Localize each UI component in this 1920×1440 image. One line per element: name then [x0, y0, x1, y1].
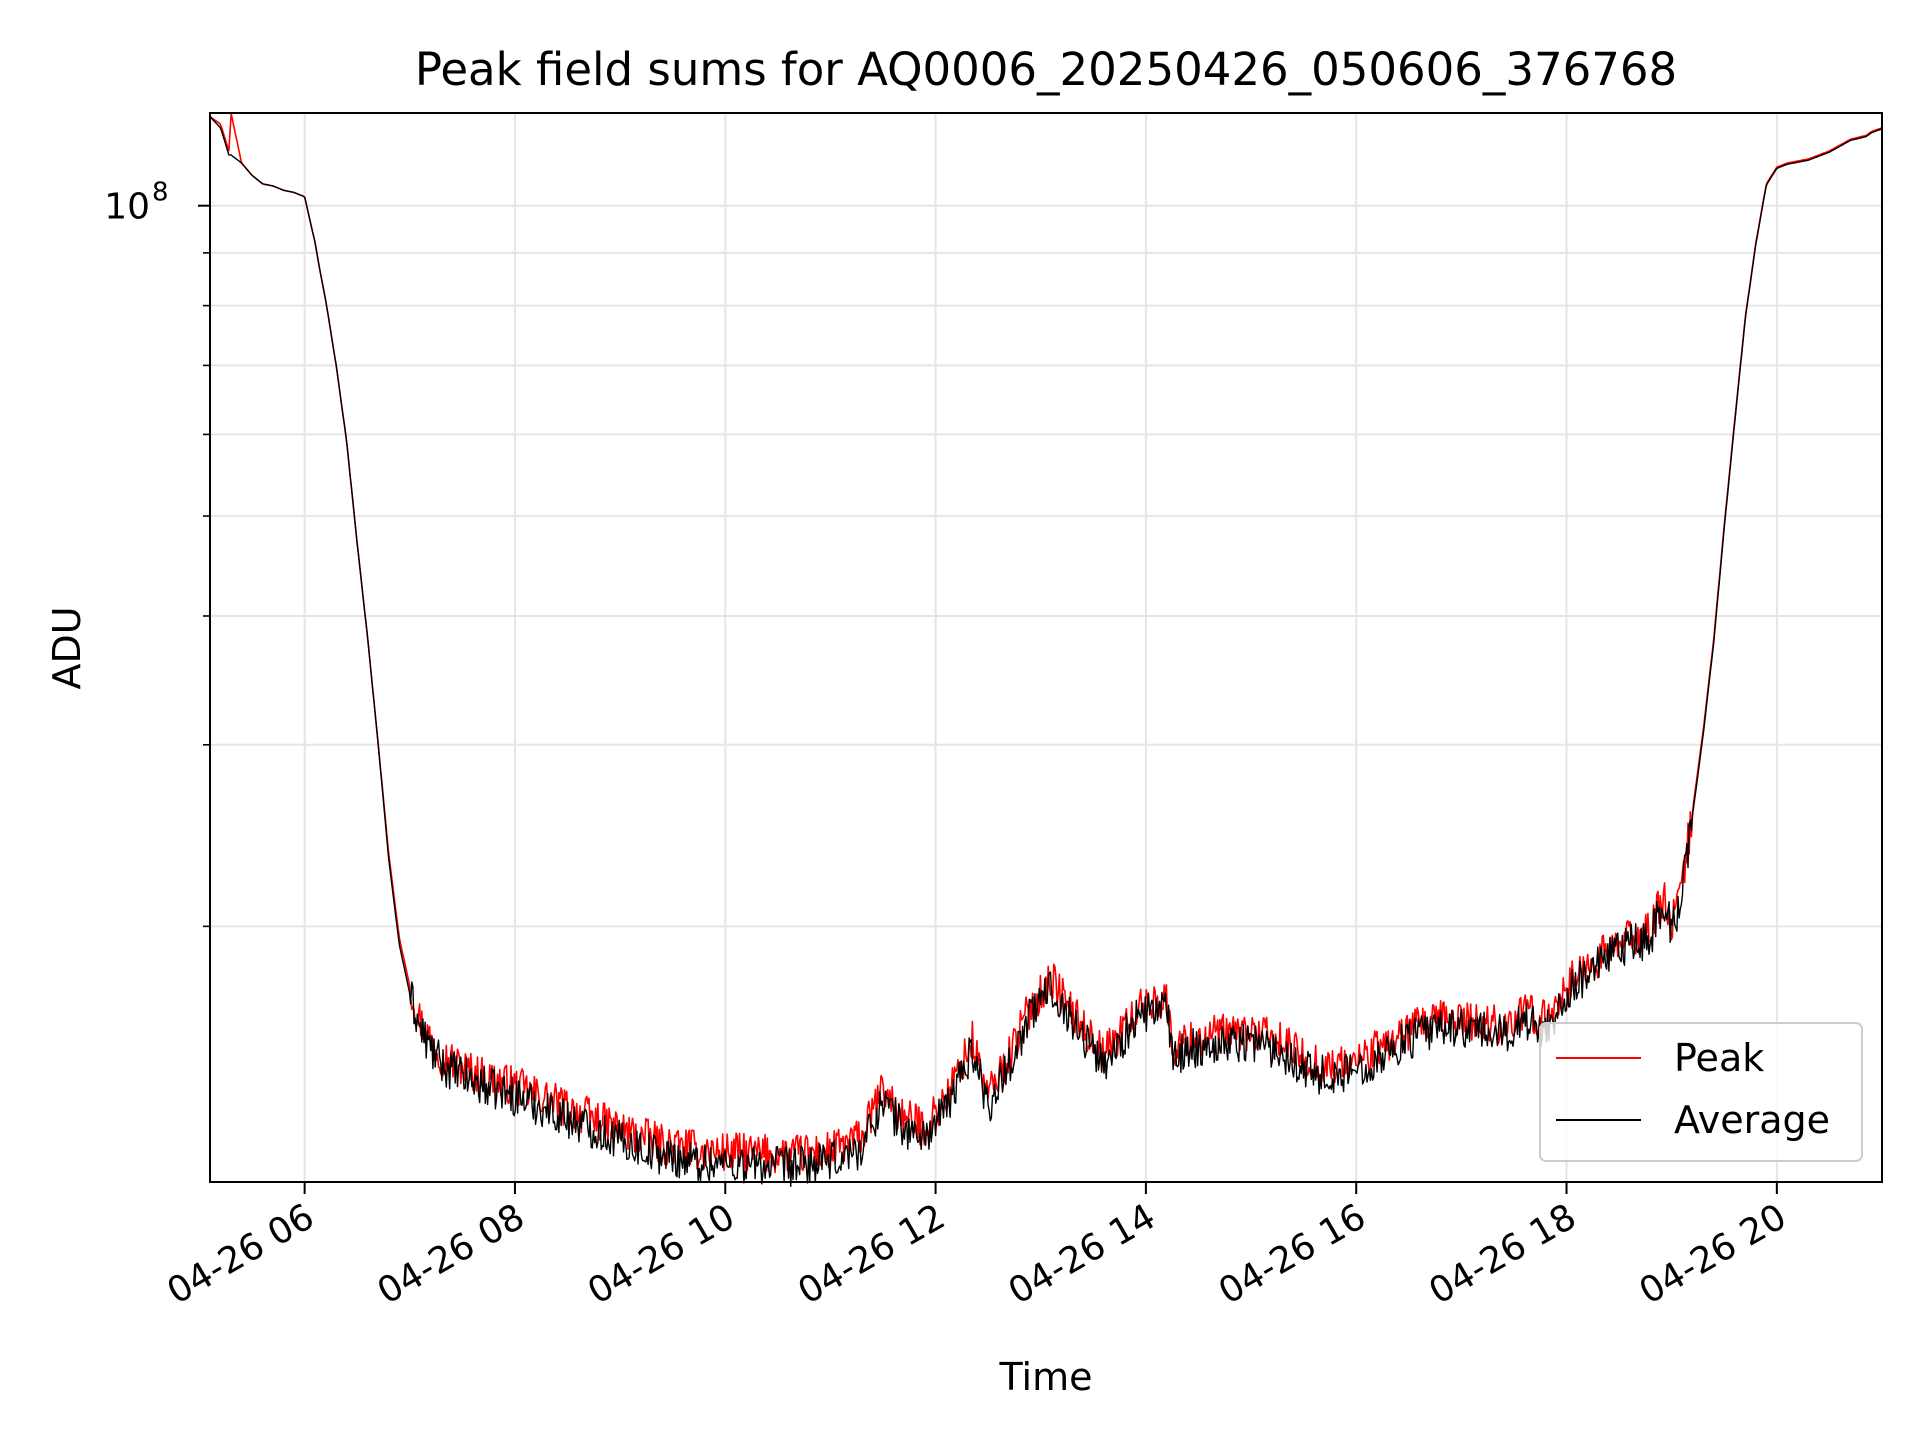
y-tick-label-base: 10 — [104, 187, 150, 228]
legend-label-peak: Peak — [1674, 1036, 1764, 1080]
plot-frame — [209, 112, 1883, 1183]
legend: Peak Average — [1539, 1022, 1863, 1162]
series-line-average — [209, 116, 1883, 1188]
x-axis-label: Time — [999, 1355, 1093, 1399]
y-axis: 10 8 — [104, 178, 210, 928]
grid — [210, 113, 1882, 1182]
y-axis-label: ADU — [45, 606, 89, 689]
y-tick-label-exponent: 8 — [152, 178, 169, 208]
plot-series — [209, 112, 1883, 1188]
chart-title: Peak field sums for AQ0006_20250426_0506… — [415, 43, 1677, 96]
y-tick-label: 10 8 — [104, 178, 168, 228]
legend-label-average: Average — [1674, 1098, 1830, 1142]
